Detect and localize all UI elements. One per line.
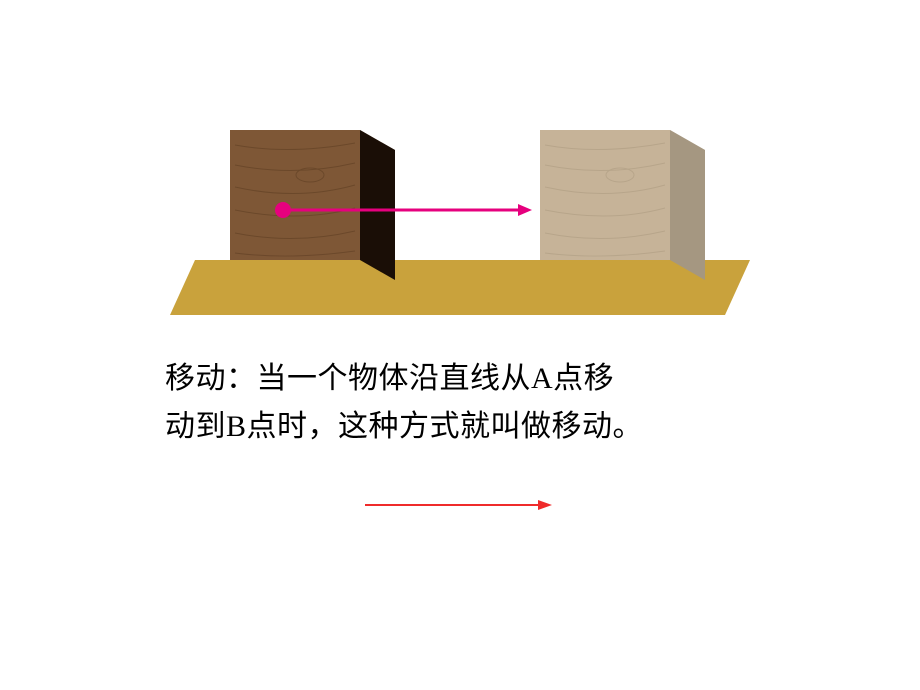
slide: 移动：当一个物体沿直线从A点移 动到B点时，这种方式就叫做移动。 (0, 0, 920, 690)
definition-text: 移动：当一个物体沿直线从A点移 动到B点时，这种方式就叫做移动。 (165, 355, 765, 451)
translation-diagram (160, 105, 760, 325)
origin-dot (275, 202, 291, 218)
ground-plane (170, 260, 750, 315)
red-arrow-icon (360, 495, 560, 515)
text-line-2: 动到B点时，这种方式就叫做移动。 (165, 403, 765, 451)
right-cube-side (670, 130, 705, 280)
diagram-svg (160, 105, 760, 325)
left-cube-side (360, 130, 395, 280)
text-line-1: 移动：当一个物体沿直线从A点移 (165, 355, 765, 403)
